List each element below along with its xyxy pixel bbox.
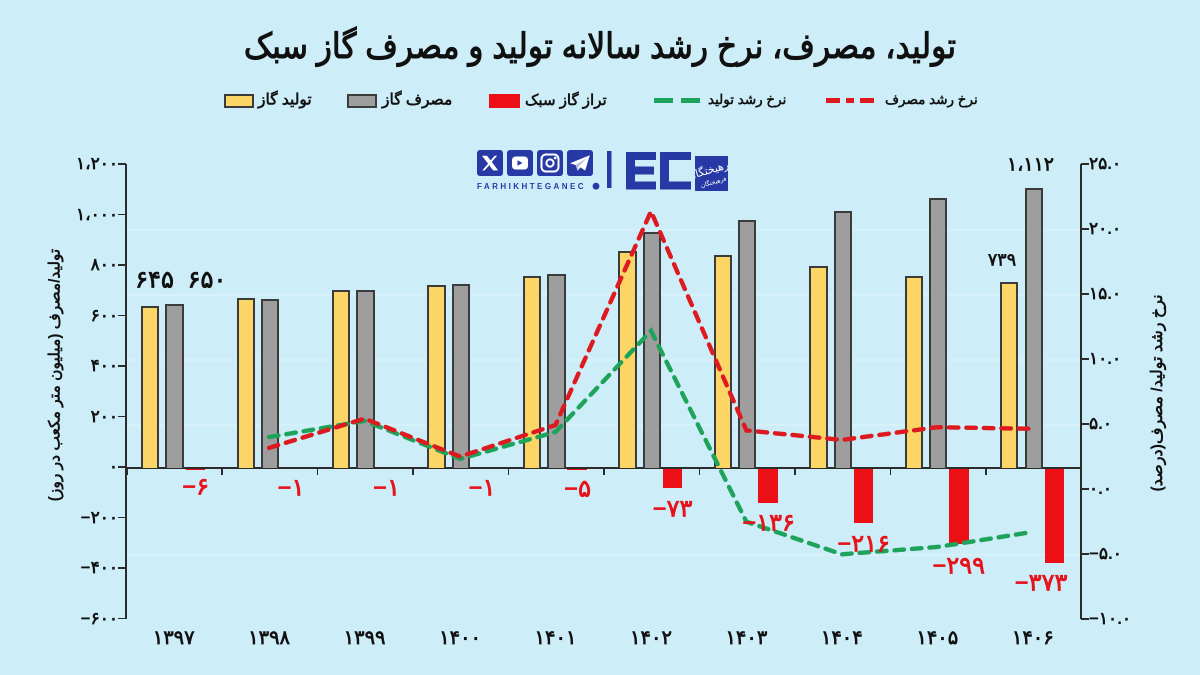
svg-text:FARHIKHTEGANEC: FARHIKHTEGANEC xyxy=(477,182,586,191)
